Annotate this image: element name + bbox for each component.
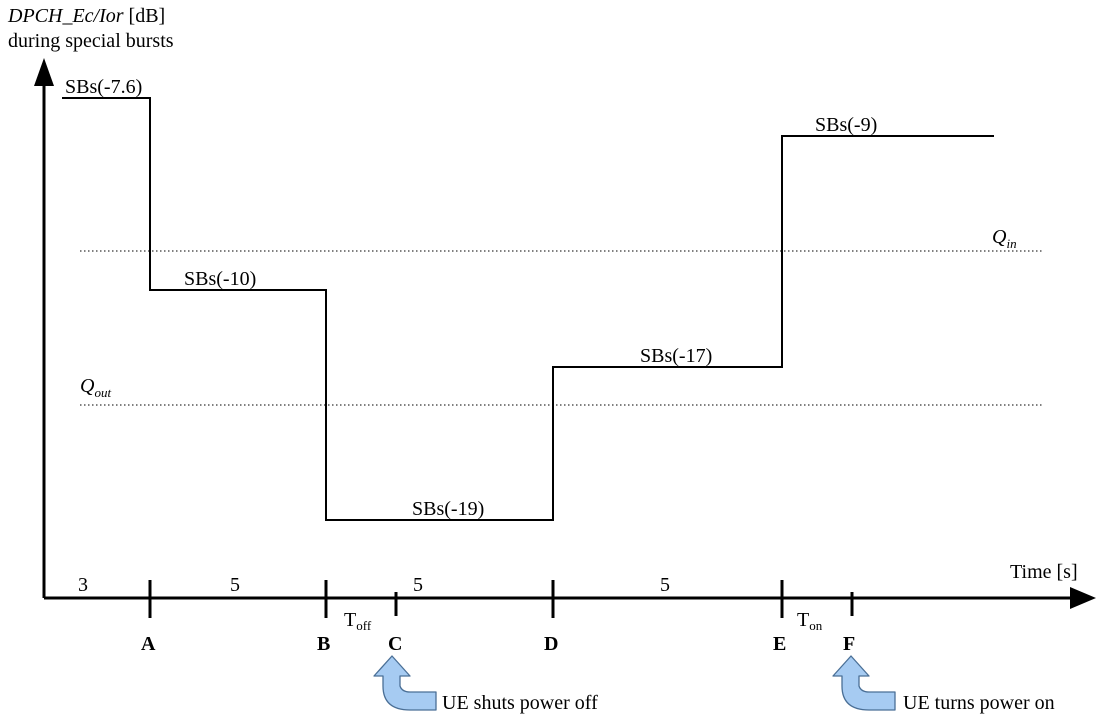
marker-a: A [141,633,156,655]
power-on-event-label: UE turns power on [903,692,1055,714]
t-on-label: Ton [797,609,823,633]
x-axis-arrowhead [1070,587,1096,609]
marker-c: C [388,633,402,655]
power-off-event-label: UE shuts power off [442,692,598,714]
duration-label-4: 5 [660,574,670,596]
marker-e: E [773,633,786,655]
power-on-arrow-icon [832,655,896,711]
t-off-sub: off [356,618,372,633]
q-in-label: Qin [992,226,1017,251]
q-out-label: Qout [80,375,111,400]
segment-label-3: SBs(-19) [412,498,484,520]
q-in-base: Q [992,226,1007,248]
duration-label-2: 5 [230,574,240,596]
power-off-arrow-icon [373,655,437,711]
marker-f: F [843,633,855,655]
y-axis-label-italic: DPCH_Ec/Ior [7,5,124,27]
q-out-base: Q [80,375,95,397]
t-on-sub: on [809,618,823,633]
y-axis-label: DPCH_Ec/Ior [dB] [7,5,165,27]
t-off-label: Toff [344,609,372,633]
x-axis-label: Time [s] [1010,561,1078,583]
duration-label-1: 3 [78,574,88,596]
power-level-step-line [62,97,994,521]
q-in-sub: in [1006,236,1016,251]
y-axis-label-unit: [dB] [124,5,166,27]
marker-d: D [544,633,558,655]
segment-label-1: SBs(-7.6) [65,76,142,98]
q-out-sub: out [94,385,111,400]
segment-label-2: SBs(-10) [184,268,256,290]
t-on-base: T [797,609,809,631]
segment-label-4: SBs(-17) [640,345,712,367]
y-axis-arrowhead [34,58,54,86]
t-off-base: T [344,609,356,631]
segment-label-5: SBs(-9) [815,114,877,136]
marker-b: B [317,633,330,655]
y-axis-label-line2: during special bursts [8,30,174,52]
duration-label-3: 5 [413,574,423,596]
